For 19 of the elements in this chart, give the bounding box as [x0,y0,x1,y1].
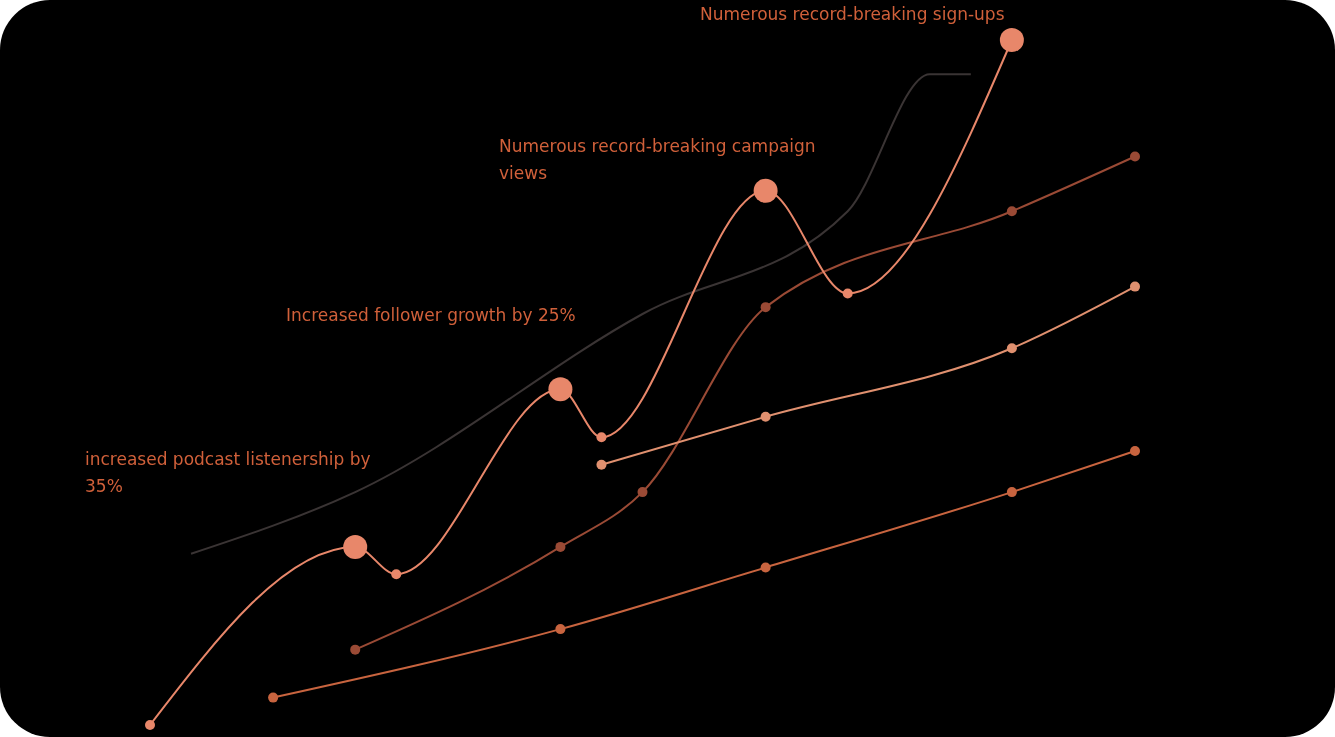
point [1006,487,1017,498]
text: Numerous record-breaking sign-ups [700,4,1005,24]
point [555,624,566,635]
annotation: increased podcast listenership by 35% [85,449,371,496]
point [1130,151,1140,162]
annotation: Increased follower growth by 25% [286,305,576,325]
point [760,302,771,313]
point [1130,446,1140,456]
point [268,692,279,703]
point [350,644,361,655]
point [596,459,607,470]
point [555,541,566,552]
point [760,411,771,422]
point [637,487,648,498]
point [1006,343,1017,354]
annotation: Numerous record-breaking campaign views [499,136,816,183]
point [1006,206,1017,217]
point [760,562,771,573]
point [1130,281,1140,292]
